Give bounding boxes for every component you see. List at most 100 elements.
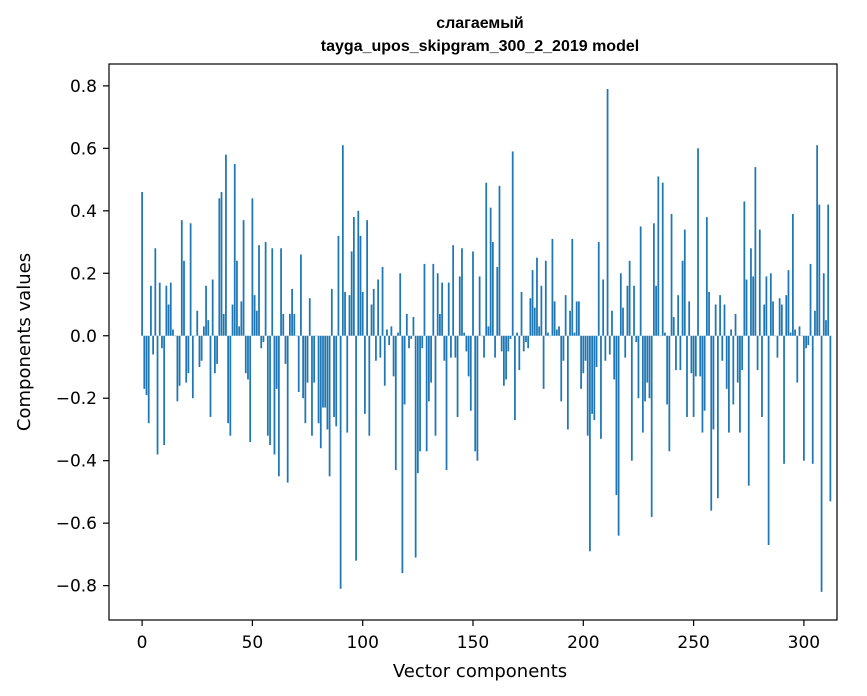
bar (507, 335, 510, 352)
bar (686, 335, 688, 417)
bar (313, 335, 316, 383)
bar (291, 288, 293, 336)
bar (747, 335, 750, 486)
bars-group (141, 88, 832, 592)
bar (558, 326, 560, 336)
bar (630, 335, 633, 461)
bar (423, 263, 426, 336)
bar (754, 167, 757, 336)
bar (370, 304, 373, 336)
bar (372, 288, 375, 336)
bar (264, 242, 267, 336)
bar (337, 235, 340, 336)
bar (430, 335, 432, 383)
bar (289, 313, 291, 336)
bar (514, 335, 516, 421)
bar (518, 335, 521, 371)
bar (600, 335, 602, 439)
bar (732, 335, 735, 405)
bar (809, 263, 812, 336)
bar (814, 310, 816, 336)
bar (377, 279, 380, 336)
bar (147, 335, 150, 424)
bar (352, 217, 355, 336)
bar (743, 201, 746, 336)
bar (461, 248, 463, 336)
bar (335, 335, 338, 427)
bar (458, 276, 461, 336)
bar (538, 326, 541, 336)
bar (364, 335, 366, 414)
bar (560, 335, 563, 402)
chart-subtitle: tayga_upos_skipgram_300_2_2019 model (321, 38, 639, 55)
bar (207, 320, 210, 336)
y-tick-label: 0.6 (70, 139, 97, 159)
bar (611, 310, 613, 336)
bar (758, 229, 761, 336)
bar (302, 335, 305, 399)
bar (324, 335, 327, 408)
chart-title: слагаемый (436, 15, 524, 32)
bar (218, 198, 221, 336)
bar (531, 270, 534, 336)
bar (544, 260, 547, 336)
bar (191, 335, 194, 399)
bar (328, 335, 331, 477)
bar (555, 329, 558, 336)
bar (562, 335, 565, 361)
bar (787, 270, 790, 336)
y-tick-label: 0.2 (70, 264, 97, 284)
bar (785, 295, 788, 336)
bar (478, 276, 481, 336)
bar (586, 335, 589, 436)
bar (269, 335, 271, 446)
bar (648, 335, 651, 399)
bar (405, 313, 408, 336)
bar (573, 332, 576, 336)
bar (763, 304, 766, 336)
bar (511, 151, 514, 336)
bar (394, 335, 397, 471)
bar (284, 335, 287, 364)
bar (399, 273, 402, 336)
bar (469, 335, 472, 411)
bar (306, 335, 309, 383)
bar (509, 335, 512, 339)
bar (416, 335, 419, 474)
bar (297, 335, 300, 392)
bar (714, 304, 717, 336)
bar (476, 335, 479, 461)
bar (152, 335, 154, 355)
bar (639, 226, 642, 336)
bar (357, 210, 360, 336)
bar (794, 329, 796, 336)
bar (161, 335, 163, 349)
bar (761, 335, 763, 417)
bar (445, 335, 448, 471)
bar (485, 182, 488, 336)
bar (260, 335, 263, 349)
bar (767, 335, 770, 546)
bar (205, 285, 207, 336)
bar (465, 335, 468, 352)
bar (472, 251, 474, 336)
bar (637, 335, 640, 399)
bar (796, 335, 799, 383)
bar (624, 335, 627, 358)
bar (253, 295, 256, 336)
bar (666, 335, 669, 405)
bar (606, 88, 609, 336)
bar (414, 335, 417, 558)
bar (803, 335, 805, 461)
x-tick-label: 200 (567, 633, 599, 653)
bar (425, 335, 428, 452)
bar (655, 285, 657, 336)
bar (244, 335, 247, 374)
bar (452, 245, 455, 336)
bar (145, 335, 148, 396)
bar (701, 335, 704, 433)
bar (368, 335, 371, 436)
bar (690, 335, 693, 374)
x-tick-label: 0 (137, 633, 148, 653)
bar (355, 335, 357, 561)
